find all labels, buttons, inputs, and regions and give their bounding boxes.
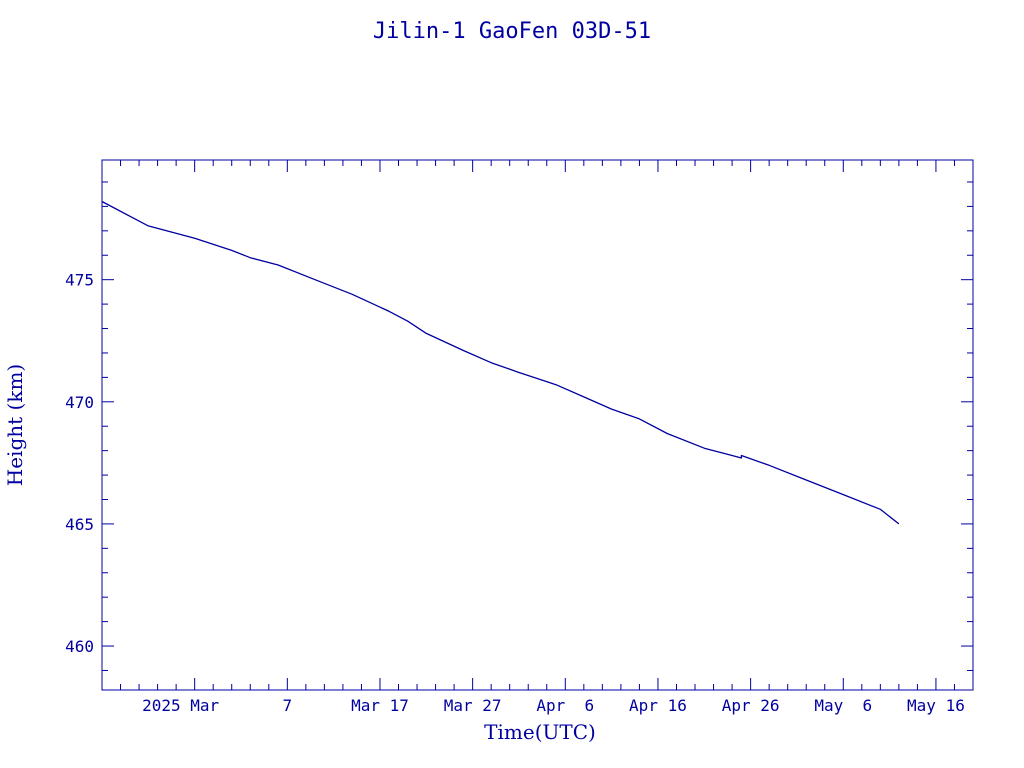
chart-title: Jilin-1 GaoFen 03D-51 [373, 19, 651, 44]
plot-frame [101, 159, 974, 691]
x-tick-label: 7 [282, 696, 292, 715]
x-axis-ticks: 2025 Mar 7 Mar 17 Mar 27 Apr 6 Apr 16 Apr 26 Ma… [101, 160, 974, 715]
x-axis-label: Time(UTC) [484, 720, 596, 744]
x-tick-label: May 16 [907, 696, 965, 715]
x-tick-label: Mar 17 [351, 696, 409, 715]
x-tick-label: Apr 6 [536, 696, 594, 715]
x-tick-label: Apr 16 [629, 696, 687, 715]
y-axis-ticks: 460 465 470 475 [65, 181, 973, 671]
x-tick-label: Apr 26 [722, 696, 780, 715]
series-layer [101, 200, 900, 525]
x-tick-label: Mar 27 [444, 696, 502, 715]
plot-border [101, 159, 974, 691]
y-tick-label: 475 [65, 271, 94, 290]
height-series-line [101, 200, 900, 525]
y-tick-label: 465 [65, 515, 94, 534]
y-tick-label: 460 [65, 637, 94, 656]
x-tick-label: May 6 [814, 696, 872, 715]
y-axis-label: Height (km) [3, 364, 27, 486]
x-tick-label: 2025 Mar [142, 696, 219, 715]
y-tick-label: 470 [65, 393, 94, 412]
